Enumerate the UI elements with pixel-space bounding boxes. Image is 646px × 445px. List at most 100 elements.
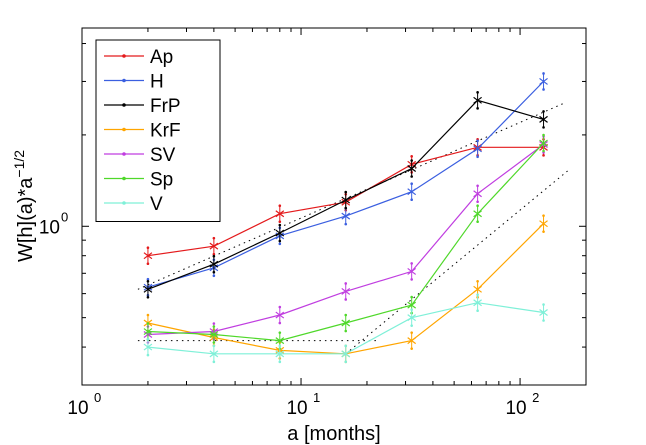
data-point <box>473 145 482 153</box>
error-cap <box>344 329 348 333</box>
error-cap <box>278 242 282 246</box>
error-cap <box>476 293 479 297</box>
error-cap <box>476 280 479 283</box>
error-cap <box>410 175 413 178</box>
legend-item-Ap: Ap <box>104 47 173 68</box>
legend-marker <box>122 176 126 181</box>
error-cap <box>476 107 479 110</box>
error-cap <box>410 262 413 265</box>
reference-line-ref-3 <box>345 168 571 355</box>
error-cap <box>542 149 545 153</box>
error-cap <box>410 198 413 201</box>
error-cap <box>410 324 413 327</box>
legend-label: H <box>150 72 164 93</box>
data-point <box>143 328 153 336</box>
data-point <box>473 96 482 104</box>
legend-marker <box>122 152 126 156</box>
y-axis-label: W[h](a)*a−1/2 <box>11 150 37 262</box>
error-cap <box>542 133 545 137</box>
error-cap <box>212 360 216 364</box>
error-cap <box>278 321 282 325</box>
x-tick-label-exponent: 1 <box>313 390 320 405</box>
data-point <box>539 77 548 85</box>
error-cap <box>278 239 282 243</box>
data-point <box>341 212 351 220</box>
data-point <box>407 165 417 172</box>
y-tick-label: 10 <box>39 217 60 238</box>
legend-marker <box>122 103 126 107</box>
data-point <box>275 337 285 345</box>
legend-item-Sp: Sp <box>104 170 173 191</box>
y-tick-label-exponent: 0 <box>61 209 68 224</box>
error-cap <box>278 331 282 334</box>
error-cap <box>278 204 282 208</box>
data-point <box>341 319 351 327</box>
data-point <box>341 196 351 204</box>
data-point <box>341 350 351 358</box>
data-point <box>407 188 417 196</box>
legend-label: FrP <box>150 96 181 117</box>
data-point <box>539 115 548 123</box>
legend-label: Sp <box>150 170 173 191</box>
error-cap <box>476 139 479 143</box>
error-cap <box>410 278 413 281</box>
data-point <box>407 337 417 345</box>
error-cap <box>410 295 413 299</box>
data-point <box>341 287 351 295</box>
error-cap <box>476 309 479 313</box>
error-cap <box>212 325 216 328</box>
data-point <box>473 210 482 218</box>
legend-item-KrF: KrF <box>104 121 181 142</box>
error-cap <box>146 322 150 325</box>
x-tick-label: 10 <box>67 398 88 419</box>
error-cap <box>410 308 413 311</box>
data-point <box>539 139 548 147</box>
legend-item-V: V <box>104 194 163 215</box>
error-cap <box>146 262 150 265</box>
legend-box <box>95 39 221 222</box>
legend: Ap H FrP KrF SV Sp V <box>95 39 221 222</box>
x-tick-label: 10 <box>505 398 526 419</box>
error-cap <box>410 347 413 350</box>
error-cap <box>410 182 413 185</box>
error-cap <box>476 200 479 204</box>
error-cap <box>344 190 348 194</box>
data-point <box>275 210 285 218</box>
error-cap <box>542 126 545 129</box>
error-cap <box>344 298 348 301</box>
data-point <box>275 350 285 358</box>
error-cap <box>146 337 150 341</box>
error-cap <box>410 331 413 334</box>
x-tick-label-exponent: 2 <box>532 390 539 405</box>
error-cap <box>146 280 150 283</box>
error-cap <box>278 360 282 364</box>
error-cap <box>542 88 545 91</box>
error-cap <box>476 155 479 159</box>
legend-marker <box>122 201 126 205</box>
data-point <box>473 285 482 293</box>
error-cap <box>146 353 150 357</box>
error-cap <box>278 344 282 348</box>
error-cap <box>146 296 150 299</box>
series-Sp <box>143 133 548 350</box>
data-point <box>209 331 219 338</box>
legend-item-SV: SV <box>104 145 176 166</box>
legend-label: Ap <box>150 47 173 68</box>
error-cap <box>212 252 216 256</box>
error-cap <box>344 282 348 285</box>
legend-marker <box>122 54 126 58</box>
data-point <box>407 301 417 309</box>
error-cap <box>542 303 545 306</box>
error-cap <box>344 344 348 348</box>
error-cap <box>542 72 545 75</box>
reference-lines <box>137 102 571 355</box>
data-point <box>209 350 219 358</box>
series-V <box>143 293 548 364</box>
data-point <box>143 252 153 260</box>
data-point <box>473 299 482 307</box>
error-cap <box>344 360 348 364</box>
legend-marker <box>122 78 126 83</box>
data-point <box>539 309 548 316</box>
legend-label: SV <box>150 145 176 166</box>
